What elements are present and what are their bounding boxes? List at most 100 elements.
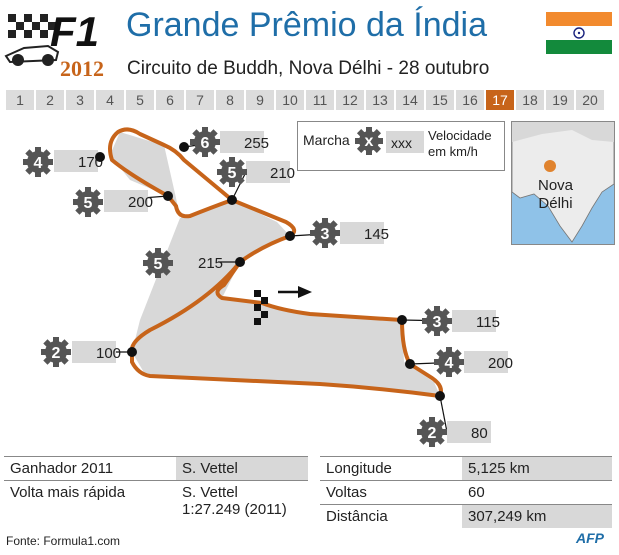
corner-marker: 210 5 — [217, 157, 295, 205]
corner-speed: 215 — [198, 255, 223, 272]
gear-icon: 2 — [417, 417, 447, 447]
corner-speed: 200 — [488, 355, 513, 372]
corner-dot — [127, 347, 137, 357]
inset-city-line-2: Délhi — [538, 195, 573, 212]
legend-gear-symbol: x — [365, 133, 374, 150]
round-tab-18[interactable]: 18 — [516, 90, 544, 110]
round-selector: 1 2 3 4 5 6 7 8 9 10 11 12 13 14 15 16 17 18 19 20 — [6, 90, 604, 110]
gear-number: 2 — [428, 425, 437, 442]
speed-box — [464, 351, 508, 373]
logo-text: F1 — [50, 8, 99, 55]
corner-speed: 255 — [244, 135, 269, 152]
speed-box — [246, 161, 290, 183]
corner-dot — [235, 257, 245, 267]
corner-dot — [285, 231, 295, 241]
round-tab-4[interactable]: 4 — [96, 90, 124, 110]
stats-table-left: Ganhador 2011 S. Vettel Volta mais rápid… — [4, 456, 308, 521]
gear-number: 6 — [201, 135, 210, 152]
direction-arrow-icon — [278, 286, 312, 298]
corner-dot — [227, 195, 237, 205]
table-row: Volta mais rápida S. Vettel 1:27.249 (20… — [4, 480, 308, 522]
round-tab-11[interactable]: 11 — [306, 90, 334, 110]
round-tab-13[interactable]: 13 — [366, 90, 394, 110]
round-tab-1[interactable]: 1 — [6, 90, 34, 110]
legend-speed-label-2: em km/h — [428, 144, 478, 159]
gear-number: 4 — [34, 155, 43, 172]
corner-speed: 145 — [364, 226, 389, 243]
stat-value: 60 — [468, 484, 485, 501]
gear-icon: 5 — [143, 248, 173, 278]
table-row: Ganhador 2011 S. Vettel — [4, 456, 308, 481]
speed-box — [447, 421, 491, 443]
round-tab-2[interactable]: 2 — [36, 90, 64, 110]
round-tab-10[interactable]: 10 — [276, 90, 304, 110]
round-tab-20[interactable]: 20 — [576, 90, 604, 110]
stat-label: Ganhador 2011 — [10, 460, 114, 477]
corner-dot — [163, 191, 173, 201]
page-subtitle: Circuito de Buddh, Nova Délhi - 28 outub… — [127, 58, 490, 79]
round-tab-8[interactable]: 8 — [216, 90, 244, 110]
india-flag-icon — [546, 12, 612, 54]
round-tab-9[interactable]: 9 — [246, 90, 274, 110]
stat-value-line-2: 1:27.249 (2011) — [182, 501, 287, 518]
round-tab-15[interactable]: 15 — [426, 90, 454, 110]
india-map-icon — [512, 122, 614, 244]
gear-number: 5 — [84, 195, 93, 212]
year-label: 2012 — [60, 56, 104, 81]
speed-box — [174, 251, 218, 273]
gear-number: 4 — [445, 355, 454, 372]
speed-box — [54, 150, 98, 172]
stat-label: Distância — [326, 508, 388, 525]
stat-label: Longitude — [326, 460, 392, 477]
round-tab-3[interactable]: 3 — [66, 90, 94, 110]
corner-speed: 100 — [96, 345, 121, 362]
corner-marker: 100 2 — [41, 337, 137, 367]
round-tab-19[interactable]: 19 — [546, 90, 574, 110]
gear-number: 3 — [321, 226, 330, 243]
track-outline — [110, 132, 440, 396]
gear-icon: 5 — [217, 157, 247, 187]
corner-speed: 80 — [471, 425, 488, 442]
speed-box — [340, 222, 384, 244]
round-tab-14[interactable]: 14 — [396, 90, 424, 110]
page-title: Grande Prêmio da Índia — [126, 6, 487, 44]
corner-dot — [405, 359, 415, 369]
round-tab-5[interactable]: 5 — [126, 90, 154, 110]
speed-box — [452, 310, 496, 332]
corner-speed: 115 — [476, 314, 500, 331]
checkered-flag-icon — [8, 14, 56, 38]
corner-speed: 200 — [128, 194, 153, 211]
agency-logo: AFP — [576, 530, 604, 546]
legend-gear-label: Marcha — [303, 132, 350, 148]
gear-icon: 5 — [73, 187, 103, 217]
gear-icon: 3 — [422, 306, 452, 336]
corner-marker: 80 2 — [417, 391, 491, 447]
corner-dot — [397, 315, 407, 325]
round-tab-17[interactable]: 17 — [486, 90, 514, 110]
race-car-icon — [4, 44, 60, 66]
stat-label: Volta mais rápida — [10, 484, 126, 501]
stat-value: 5,125 km — [462, 456, 612, 481]
stat-value-line-1: S. Vettel — [182, 484, 238, 501]
stats-table-right: Longitude 5,125 km Voltas 60 Distância 3… — [320, 456, 612, 528]
round-tab-7[interactable]: 7 — [186, 90, 214, 110]
legend-speed-symbol: xxx — [391, 135, 412, 151]
corner-marker: 145 3 — [285, 218, 389, 248]
speed-box — [72, 341, 116, 363]
gear-icon: x — [355, 127, 383, 155]
inset-city-line-1: Nova — [538, 177, 574, 194]
f1-logo: F1 — [4, 8, 99, 66]
gear-number: 5 — [228, 165, 237, 182]
corner-marker: 115 3 — [397, 306, 500, 336]
stat-label: Voltas — [326, 484, 367, 501]
round-tab-12[interactable]: 12 — [336, 90, 364, 110]
gear-icon: 4 — [23, 147, 53, 177]
india-inset-map — [511, 121, 615, 245]
speed-box — [220, 131, 264, 153]
round-tab-6[interactable]: 6 — [156, 90, 184, 110]
round-tab-16[interactable]: 16 — [456, 90, 484, 110]
gear-icon: 3 — [310, 218, 340, 248]
